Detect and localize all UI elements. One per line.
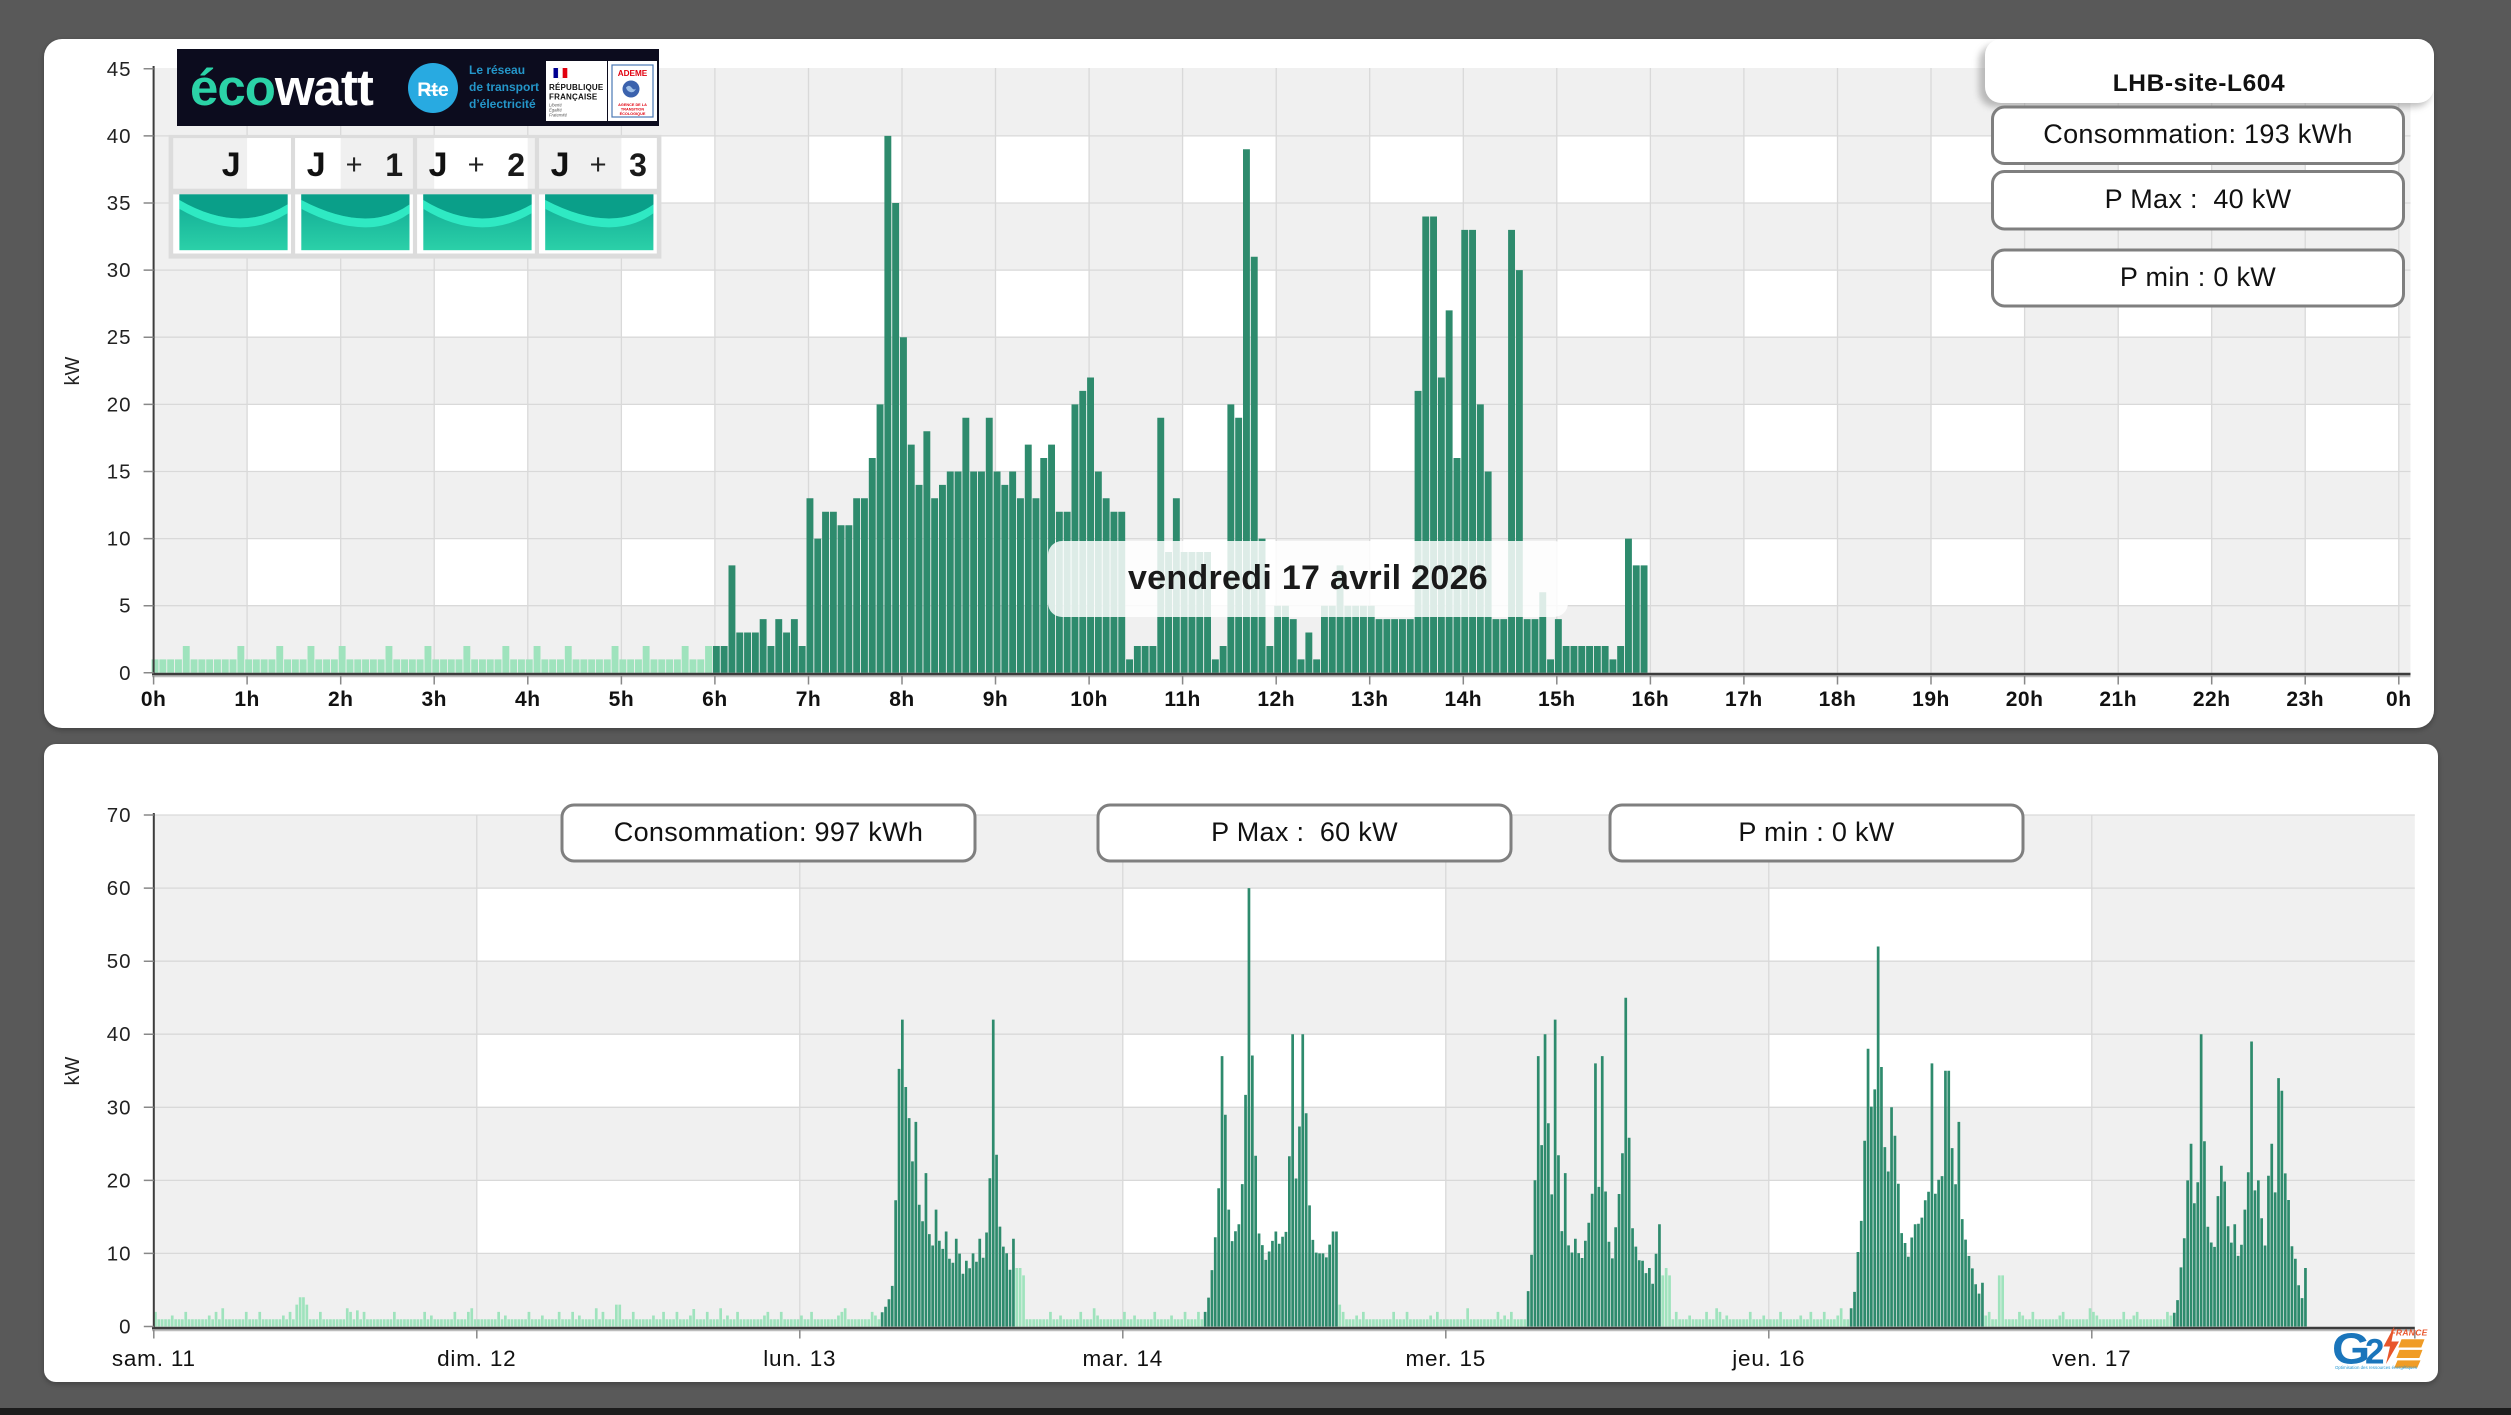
svg-text:0h: 0h [141,688,167,711]
svg-text:3: 3 [629,147,647,183]
svg-text:19h: 19h [1912,688,1950,711]
svg-text:0: 0 [119,1316,131,1339]
svg-text:Liberté: Liberté [549,103,562,108]
svg-text:+: + [346,149,363,181]
svg-text:1h: 1h [234,688,260,711]
svg-text:20: 20 [107,393,132,416]
svg-text:jeu. 16: jeu. 16 [1731,1346,1805,1371]
svg-text:écowatt: écowatt [190,59,374,116]
svg-text:mer. 15: mer. 15 [1405,1346,1486,1371]
svg-text:dim. 12: dim. 12 [437,1346,516,1371]
svg-text:40: 40 [107,1023,132,1046]
svg-text:LHB-site-L604: LHB-site-L604 [2113,70,2286,97]
svg-text:13h: 13h [1351,688,1389,711]
svg-text:2: 2 [2365,1333,2384,1372]
svg-text:70: 70 [107,804,132,827]
svg-text:P min : 0 kW: P min : 0 kW [1738,817,1894,847]
svg-text:+: + [590,149,607,181]
svg-text:22h: 22h [2193,688,2231,711]
svg-text:25: 25 [107,326,132,349]
svg-text:7h: 7h [796,688,822,711]
svg-text:ÉCOLOGIQUE: ÉCOLOGIQUE [620,111,646,116]
svg-text:TRANSITION: TRANSITION [621,108,644,112]
svg-text:45: 45 [107,58,132,81]
svg-text:11h: 11h [1164,688,1201,711]
svg-text:3h: 3h [421,688,447,711]
svg-text:J: J [222,146,241,184]
svg-text:ADEME: ADEME [618,69,648,78]
svg-text:Consommation: 997 kWh: Consommation: 997 kWh [614,817,923,847]
svg-text:P min : 0 kW: P min : 0 kW [2120,262,2276,292]
svg-text:14h: 14h [1444,688,1482,711]
svg-text:30: 30 [107,1096,132,1119]
svg-text:RÉPUBLIQUE: RÉPUBLIQUE [549,83,604,92]
svg-text:50: 50 [107,950,132,973]
svg-text:FRANÇAISE: FRANÇAISE [549,93,598,102]
svg-text:4h: 4h [515,688,541,711]
svg-text:20h: 20h [2006,688,2044,711]
svg-text:+: + [468,149,485,181]
svg-text:0h: 0h [2386,688,2412,711]
svg-text:15h: 15h [1538,688,1576,711]
svg-text:9h: 9h [983,688,1009,711]
svg-text:2: 2 [507,147,525,183]
svg-text:8h: 8h [889,688,915,711]
svg-text:Optimisation des ressources én: Optimisation des ressources énergétiques [2335,1365,2418,1370]
svg-text:P Max : 60 kW: P Max : 60 kW [1211,817,1398,847]
svg-text:0: 0 [119,662,131,685]
svg-text:kW: kW [62,1056,84,1085]
svg-text:5: 5 [119,595,131,618]
svg-text:Égalité: Égalité [549,108,562,113]
svg-text:vendredi 17 avril 2026: vendredi 17 avril 2026 [1128,559,1488,597]
svg-text:10: 10 [107,1242,132,1265]
svg-text:60: 60 [107,877,132,900]
svg-text:23h: 23h [2286,688,2324,711]
svg-text:lun. 13: lun. 13 [763,1346,836,1371]
svg-text:30: 30 [107,259,132,282]
svg-text:Le réseau: Le réseau [469,63,525,77]
svg-text:d’électricité: d’électricité [469,97,536,111]
svg-text:ven. 17: ven. 17 [2052,1346,2131,1371]
svg-text:1: 1 [385,147,403,183]
svg-text:J: J [551,146,570,184]
svg-text:kW: kW [62,356,84,385]
svg-text:FRANCE: FRANCE [2390,1328,2427,1338]
svg-text:40: 40 [107,125,132,148]
svg-text:Consommation: 193 kWh: Consommation: 193 kWh [2043,119,2352,149]
svg-text:18h: 18h [1819,688,1857,711]
svg-text:G: G [2332,1324,2370,1373]
svg-text:10: 10 [107,528,132,551]
svg-text:sam. 11: sam. 11 [112,1346,196,1371]
svg-text:21h: 21h [2099,688,2137,711]
svg-text:15: 15 [107,461,132,484]
svg-text:2h: 2h [328,688,354,711]
svg-text:J: J [429,146,448,184]
svg-text:5h: 5h [609,688,635,711]
svg-text:10h: 10h [1070,688,1108,711]
svg-text:AGENCE DE LA: AGENCE DE LA [618,103,647,107]
svg-text:mar. 14: mar. 14 [1082,1346,1163,1371]
svg-text:P Max : 40 kW: P Max : 40 kW [2105,184,2292,214]
svg-text:6h: 6h [702,688,728,711]
svg-text:J: J [307,146,326,184]
svg-text:16h: 16h [1632,688,1670,711]
svg-text:de transport: de transport [469,80,539,94]
svg-text:20: 20 [107,1169,132,1192]
svg-text:35: 35 [107,192,132,215]
svg-text:17h: 17h [1725,688,1763,711]
svg-text:Fraternité: Fraternité [549,113,568,118]
svg-text:12h: 12h [1257,688,1295,711]
